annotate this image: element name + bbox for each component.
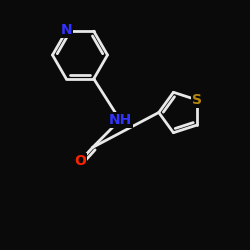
Text: O: O [74,154,86,168]
Text: NH: NH [108,113,132,127]
Text: N: N [60,23,72,37]
Text: S: S [192,93,202,107]
